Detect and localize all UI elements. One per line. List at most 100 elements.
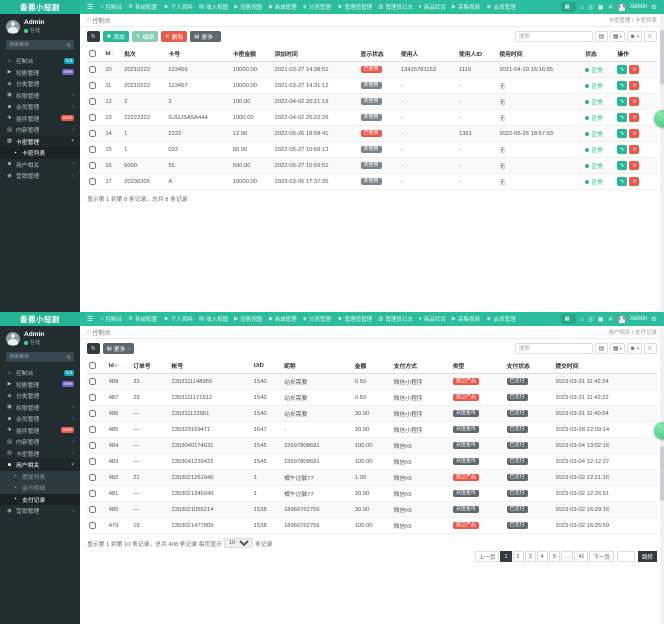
- scrollbar[interactable]: [660, 14, 664, 312]
- topnav-item-console[interactable]: ⌂ 控制台: [97, 312, 125, 326]
- select-all-checkbox[interactable]: [89, 361, 96, 369]
- user-avatar[interactable]: [6, 19, 20, 34]
- breadcrumb-left[interactable]: 控制台: [92, 330, 111, 337]
- scrollbar[interactable]: [660, 326, 664, 624]
- topnav-item-profile[interactable]: ☻ 个人资料: [160, 312, 196, 326]
- column-header-nickname[interactable]: 昵称: [282, 358, 353, 374]
- more-button[interactable]: ▤ 更多 ▾: [190, 31, 222, 42]
- sidebar-item-category[interactable]: ◈ 分类管理: [0, 390, 80, 402]
- sidebar-subitem-cardkey-list[interactable]: ▪ 卡密列表: [0, 147, 80, 159]
- refresh-button[interactable]: ↻: [87, 31, 100, 42]
- topnav-item-goods[interactable]: ♦ 商品栏目: [416, 0, 449, 14]
- sidebar-item-member[interactable]: ☻ 会员管理 ‹: [0, 413, 80, 425]
- edit-button[interactable]: ✎: [617, 81, 628, 90]
- home-icon[interactable]: ⌂: [579, 315, 584, 323]
- edit-button[interactable]: ✎ 编辑: [131, 31, 159, 42]
- row-checkbox[interactable]: [89, 521, 96, 529]
- page-size-select[interactable]: 10: [223, 538, 253, 548]
- menu-toggle-icon[interactable]: ☰: [87, 4, 94, 11]
- topnav-item-series-view[interactable]: ▶ 短剧视图: [231, 312, 265, 326]
- row-checkbox[interactable]: [89, 377, 96, 385]
- sidebar-item-console[interactable]: ⌂ 控制台 hot: [0, 55, 80, 67]
- sidebar-item-console[interactable]: ⌂ 控制台 hot: [0, 367, 80, 379]
- row-checkbox[interactable]: [89, 65, 96, 73]
- edit-button[interactable]: ✎: [617, 129, 628, 138]
- sidebar-subitem-withdraw-list[interactable]: ▪ 提现列表: [0, 470, 80, 482]
- row-checkbox[interactable]: [89, 145, 96, 153]
- topnav-item-collect[interactable]: ▶ 采集视频: [449, 312, 483, 326]
- gear-icon[interactable]: ⚙: [651, 316, 657, 323]
- page-button-3[interactable]: 3: [524, 551, 536, 562]
- page-button-1[interactable]: 1: [500, 551, 512, 562]
- column-header-use-time[interactable]: 使用时间: [497, 46, 584, 62]
- topnav-item-goods[interactable]: ♦ 商品栏目: [416, 312, 449, 326]
- columns-button[interactable]: ▦ ▾: [609, 31, 625, 42]
- search-button[interactable]: ⚲: [644, 31, 657, 42]
- sidebar-item-plugin[interactable]: ✚ 插件管理 new!: [0, 425, 80, 437]
- delete-button[interactable]: ✕: [629, 81, 640, 90]
- edit-button[interactable]: ✎: [617, 113, 628, 122]
- sidebar-item-cardkey[interactable]: ▥ 卡密管理 ‹: [0, 448, 80, 460]
- row-checkbox[interactable]: [89, 489, 96, 497]
- gear-icon[interactable]: ⚙: [651, 4, 657, 11]
- more-button[interactable]: ▤ 更多 ▾: [102, 343, 134, 354]
- home-icon[interactable]: ⌂: [579, 3, 584, 11]
- row-checkbox[interactable]: [89, 473, 96, 481]
- avatar[interactable]: [617, 314, 627, 324]
- column-header-card-no[interactable]: 卡号: [166, 46, 231, 62]
- row-checkbox[interactable]: [89, 425, 96, 433]
- delete-button[interactable]: ✕: [629, 161, 640, 170]
- column-header-add-time[interactable]: 添加时间: [272, 46, 359, 62]
- row-checkbox[interactable]: [89, 505, 96, 513]
- edit-button[interactable]: ✎: [617, 161, 628, 170]
- list-view-button[interactable]: ▤: [594, 31, 608, 42]
- menu-toggle-icon[interactable]: ☰: [87, 316, 94, 323]
- row-checkbox[interactable]: [89, 441, 96, 449]
- topnav-item-mall[interactable]: ◆ 商城管理: [265, 0, 299, 14]
- column-header-user-id[interactable]: 使用人ID: [456, 46, 498, 62]
- columns-button[interactable]: ▦ ▾: [609, 343, 625, 354]
- brand-logo[interactable]: 香蕉小短剧: [0, 312, 80, 326]
- row-checkbox[interactable]: [89, 161, 96, 169]
- sidebar-item-permission[interactable]: ▣ 权限管理 ‹: [0, 402, 80, 414]
- fullscreen-icon[interactable]: ▣: [597, 4, 604, 11]
- sidebar-item-category[interactable]: ◈ 分类管理: [0, 78, 80, 90]
- sidebar-search-input[interactable]: [9, 42, 67, 48]
- topnav-item-category[interactable]: ◈ 分类管理: [300, 0, 334, 14]
- page-button-2[interactable]: 2: [512, 551, 524, 562]
- brand-logo[interactable]: 香蕉小短剧: [0, 0, 80, 14]
- column-header-display-status[interactable]: 显示状态: [358, 46, 399, 62]
- scrollbar-thumb[interactable]: [660, 446, 664, 501]
- column-header-account[interactable]: 帐号: [169, 358, 252, 374]
- row-checkbox[interactable]: [89, 113, 96, 121]
- row-checkbox[interactable]: [89, 457, 96, 465]
- topnav-item-system-config[interactable]: ⚙ 系统配置: [125, 0, 160, 14]
- admin-menu[interactable]: Admin: [630, 4, 648, 10]
- sidebar-item-marketing[interactable]: ◉ 营销管理 ‹: [0, 170, 80, 182]
- avatar[interactable]: [617, 2, 627, 12]
- delete-button[interactable]: ✕ 删除: [161, 31, 188, 42]
- topnav-item-income-view[interactable]: ▤ 收入视图: [196, 0, 231, 14]
- column-header-ops[interactable]: 操作: [615, 46, 657, 62]
- row-checkbox[interactable]: [89, 177, 96, 185]
- sidebar-item-user-related[interactable]: ☻ 用户相关 ‹: [0, 159, 80, 171]
- topnav-item-member[interactable]: ☻ 会员管理: [483, 0, 519, 14]
- page-jump-input[interactable]: [616, 551, 635, 562]
- notifications-icon[interactable]: ◎: [587, 316, 594, 323]
- fullscreen-icon[interactable]: ▣: [597, 316, 604, 323]
- topnav-item-member[interactable]: ☻ 会员管理: [483, 312, 519, 326]
- column-header-status[interactable]: 状态: [583, 46, 616, 62]
- row-checkbox[interactable]: [89, 409, 96, 417]
- support-float-button[interactable]: [654, 422, 664, 439]
- column-header-order-no[interactable]: 订单号: [131, 358, 170, 374]
- row-checkbox[interactable]: [89, 129, 96, 137]
- edit-button[interactable]: ✎: [617, 145, 628, 154]
- topnav-item-series-view[interactable]: ▶ 短剧视图: [231, 0, 265, 14]
- sidebar-item-plugin[interactable]: ✚ 插件管理 new!: [0, 113, 80, 125]
- delete-button[interactable]: ✕: [629, 65, 640, 74]
- notifications-icon[interactable]: ◎: [587, 4, 594, 11]
- column-header-pay-method[interactable]: 支付方式: [391, 358, 451, 374]
- delete-button[interactable]: ✕: [629, 177, 640, 186]
- column-header-submit-time[interactable]: 提交时间: [553, 358, 657, 374]
- column-header-amount[interactable]: 金额: [352, 358, 392, 374]
